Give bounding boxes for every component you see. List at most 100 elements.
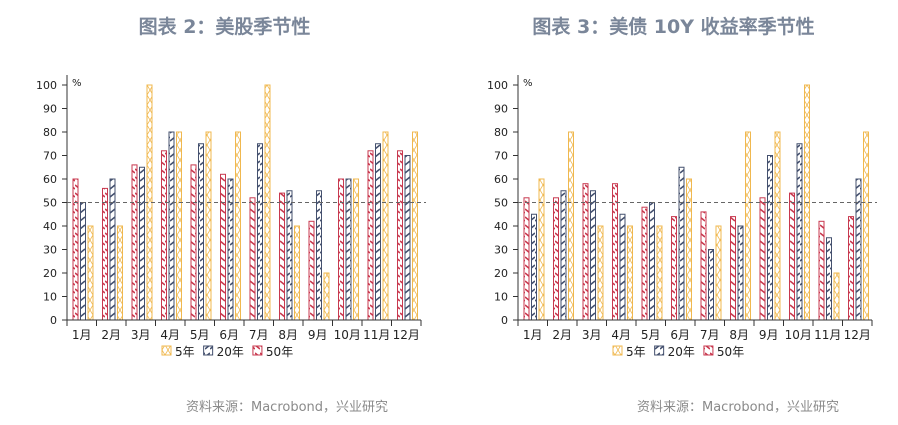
bar-50年-8月 bbox=[279, 192, 285, 321]
y-tick-label: 0 bbox=[50, 314, 57, 327]
bar-50年-6月 bbox=[220, 173, 226, 321]
bar-5年-7月 bbox=[715, 225, 722, 321]
y-tick-label: 60 bbox=[43, 173, 57, 186]
legend-label-50年: 50年 bbox=[266, 345, 293, 359]
x-tick-label: 2月 bbox=[552, 328, 572, 342]
bar-50年-12月 bbox=[848, 216, 854, 321]
legend-swatch-50年 bbox=[703, 345, 714, 356]
bar-5年-8月 bbox=[745, 131, 751, 321]
bar-5年-8月 bbox=[294, 225, 300, 321]
bar-20年-12月 bbox=[855, 178, 862, 321]
y-tick-label: 40 bbox=[43, 220, 57, 233]
bar-50年-4月 bbox=[612, 183, 618, 321]
legend-swatch-50年 bbox=[252, 345, 263, 356]
y-tick-label: 70 bbox=[43, 150, 57, 163]
bar-5年-6月 bbox=[686, 178, 692, 321]
bar-20年-1月 bbox=[531, 213, 537, 321]
source-note-left: 资料来源：Macrobond，兴业研究 bbox=[186, 400, 389, 415]
bar-20年-10月 bbox=[796, 143, 803, 321]
chart-title-right: 图表 3：美债 10Y 收益率季节性 bbox=[532, 16, 815, 38]
bar-50年-12月 bbox=[397, 150, 403, 321]
x-tick-label: 6月 bbox=[219, 328, 239, 342]
x-tick-label: 7月 bbox=[700, 328, 720, 342]
bar-50年-9月 bbox=[308, 220, 315, 321]
bar-50年-9月 bbox=[759, 197, 766, 321]
bar-5年-5月 bbox=[205, 131, 212, 321]
bar-5年-11月 bbox=[382, 131, 389, 321]
bar-20年-11月 bbox=[375, 143, 381, 321]
legend-swatch-20年 bbox=[203, 345, 214, 356]
y-tick-label: 90 bbox=[494, 103, 508, 116]
x-tick-label: 9月 bbox=[759, 328, 779, 342]
bar-50年-4月 bbox=[161, 150, 167, 321]
bar-5年-1月 bbox=[538, 178, 545, 321]
bar-20年-2月 bbox=[109, 178, 116, 321]
legend-label-20年: 20年 bbox=[668, 345, 695, 359]
x-tick-label: 12月 bbox=[393, 328, 420, 342]
y-tick-label: 50 bbox=[494, 197, 508, 210]
bar-50年-8月 bbox=[730, 216, 736, 321]
bar-50年-11月 bbox=[367, 150, 374, 321]
bar-50年-3月 bbox=[582, 183, 589, 321]
legend-label-50年: 50年 bbox=[717, 345, 744, 359]
bar-50年-1月 bbox=[523, 197, 530, 321]
legend-label-5年: 5年 bbox=[175, 345, 195, 359]
x-tick-label: 11月 bbox=[814, 328, 841, 342]
bar-20年-6月 bbox=[678, 166, 685, 321]
bar-20年-9月 bbox=[767, 155, 773, 321]
y-tick-label: 10 bbox=[494, 291, 508, 304]
bar-50年-5月 bbox=[190, 164, 197, 321]
bar-50年-2月 bbox=[553, 197, 559, 321]
x-tick-label: 11月 bbox=[363, 328, 390, 342]
bar-20年-5月 bbox=[649, 202, 655, 321]
x-tick-label: 10月 bbox=[785, 328, 812, 342]
x-tick-label: 12月 bbox=[844, 328, 871, 342]
bar-5年-11月 bbox=[833, 272, 840, 321]
bar-20年-8月 bbox=[737, 225, 744, 321]
x-tick-label: 4月 bbox=[611, 328, 631, 342]
bar-20年-12月 bbox=[404, 155, 411, 321]
bar-20年-9月 bbox=[316, 190, 322, 321]
x-tick-label: 4月 bbox=[160, 328, 180, 342]
bar-5年-2月 bbox=[117, 225, 123, 321]
bar-50年-10月 bbox=[338, 178, 344, 321]
bar-5年-10月 bbox=[353, 178, 359, 321]
bar-20年-3月 bbox=[590, 190, 596, 321]
bar-50年-11月 bbox=[818, 220, 825, 321]
bar-50年-5月 bbox=[641, 206, 648, 321]
bar-50年-2月 bbox=[102, 187, 108, 321]
legend-label-5年: 5年 bbox=[626, 345, 646, 359]
x-tick-label: 10月 bbox=[334, 328, 361, 342]
bar-5年-12月 bbox=[412, 131, 418, 321]
chart-title-left: 图表 2：美股季节性 bbox=[138, 16, 311, 38]
bar-20年-5月 bbox=[198, 143, 204, 321]
bar-50年-10月 bbox=[789, 192, 795, 321]
bar-50年-6月 bbox=[671, 216, 677, 321]
bar-20年-4月 bbox=[168, 131, 175, 321]
x-tick-label: 1月 bbox=[72, 328, 92, 342]
y-tick-label: 20 bbox=[43, 267, 57, 280]
y-tick-label: 20 bbox=[494, 267, 508, 280]
legend-label-20年: 20年 bbox=[217, 345, 244, 359]
bar-50年-1月 bbox=[72, 178, 79, 321]
bar-5年-9月 bbox=[323, 272, 330, 321]
y-tick-label: 10 bbox=[43, 291, 57, 304]
y-tick-label: 0 bbox=[501, 314, 508, 327]
bar-5年-6月 bbox=[235, 131, 241, 321]
y-tick-label: 30 bbox=[494, 244, 508, 257]
legend-swatch-20年 bbox=[654, 345, 665, 356]
bar-5年-4月 bbox=[627, 225, 633, 321]
bar-5年-9月 bbox=[774, 131, 781, 321]
unit-label: % bbox=[523, 78, 533, 89]
bar-5年-1月 bbox=[87, 225, 94, 321]
x-tick-label: 3月 bbox=[582, 328, 602, 342]
bar-5年-3月 bbox=[597, 225, 604, 321]
y-tick-label: 50 bbox=[43, 197, 57, 210]
bar-5年-2月 bbox=[568, 131, 574, 321]
bar-20年-7月 bbox=[708, 249, 714, 321]
bar-20年-8月 bbox=[286, 190, 293, 321]
bar-20年-6月 bbox=[227, 178, 234, 321]
bar-20年-1月 bbox=[80, 202, 86, 321]
bar-20年-11月 bbox=[826, 237, 832, 321]
